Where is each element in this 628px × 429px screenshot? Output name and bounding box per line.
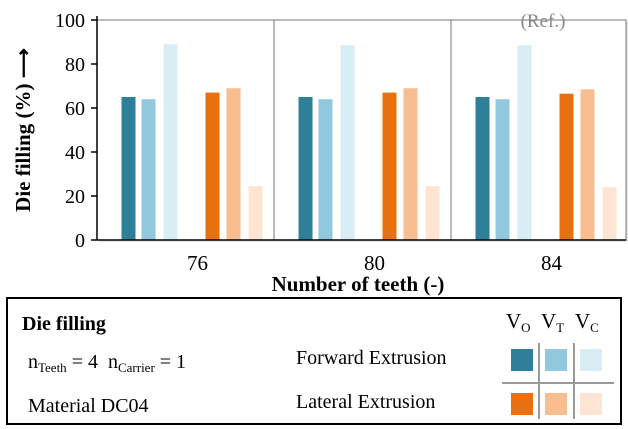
n-carrier-value: = 1 xyxy=(154,351,187,373)
plot-area xyxy=(96,19,627,241)
bar-lat_VT-76 xyxy=(226,88,241,240)
legend-title: Die filling xyxy=(22,313,106,335)
swatch-forward-vc xyxy=(580,349,602,371)
chart-bars xyxy=(121,44,617,241)
legend: Die filling nTeeth = 4 nCarrier = 1 Mate… xyxy=(6,297,622,425)
legend-col-vt: VT xyxy=(541,309,564,336)
y-tick-label: 40 xyxy=(65,142,85,164)
y-axis-label: Die filling (%) ⟶ xyxy=(11,48,35,212)
bar-fwd_VO-80 xyxy=(298,97,313,240)
bar-lat_VO-76 xyxy=(205,92,220,240)
x-tick-label: 76 xyxy=(187,251,208,275)
vc-subscript: C xyxy=(590,320,599,335)
swatch-lateral-vt xyxy=(545,393,567,415)
bar-fwd_VC-76 xyxy=(163,44,178,241)
x-tick-label: 80 xyxy=(364,251,385,275)
bar-fwd_VT-76 xyxy=(141,99,156,240)
y-tick-label: 60 xyxy=(65,98,85,120)
swatch-forward-vo xyxy=(511,349,533,371)
x-tick-label: 84 xyxy=(541,251,563,275)
bar-lat_VC-84 xyxy=(602,187,617,240)
legend-forward-label: Forward Extrusion xyxy=(296,347,447,369)
legend-lateral-label: Lateral Extrusion xyxy=(296,391,436,413)
bar-fwd_VO-84 xyxy=(475,97,490,240)
y-tick-label: 80 xyxy=(65,54,85,76)
n-teeth-subscript: Teeth xyxy=(38,360,67,375)
legend-divider-h xyxy=(502,382,614,384)
bar-lat_VO-80 xyxy=(382,92,397,240)
legend-col-vc: VC xyxy=(575,309,599,336)
bar-lat_VC-76 xyxy=(248,186,263,240)
vo-letter: V xyxy=(506,309,522,333)
vt-subscript: T xyxy=(556,320,565,335)
n-teeth-symbol: n xyxy=(28,351,38,373)
legend-material: Material DC04 xyxy=(28,395,149,417)
bar-chart: 0 20 40 60 80 100 76 80 84 Die filling (%) ⟶ Num… xyxy=(11,10,628,296)
bar-lat_VT-80 xyxy=(403,88,418,240)
bar-fwd_VO-76 xyxy=(121,97,136,240)
y-tick-label: 100 xyxy=(55,10,85,32)
bar-lat_VO-84 xyxy=(559,93,574,240)
swatch-forward-vt xyxy=(545,349,567,371)
bar-fwd_VT-80 xyxy=(318,99,333,240)
y-tick-label: 20 xyxy=(65,186,85,208)
bar-fwd_VT-84 xyxy=(495,99,510,240)
vt-letter: V xyxy=(541,309,557,333)
n-carrier-subscript: Carrier xyxy=(117,360,155,375)
legend-divider-v1 xyxy=(538,343,540,419)
legend-parameters: nTeeth = 4 nCarrier = 1 xyxy=(28,351,186,376)
vc-letter: V xyxy=(575,309,591,333)
y-tick-label: 0 xyxy=(75,230,85,252)
n-carrier-symbol: n xyxy=(107,351,118,373)
n-teeth-value: = 4 xyxy=(66,351,98,373)
x-axis-label: Number of teeth (-) xyxy=(272,272,445,296)
legend-col-vo: VO xyxy=(506,309,531,336)
chart-axes: 0 20 40 60 80 100 76 80 84 xyxy=(55,10,626,275)
bar-fwd_VC-80 xyxy=(340,45,355,240)
chart-grid xyxy=(96,19,628,242)
bar-lat_VT-84 xyxy=(580,89,595,240)
bar-fwd_VC-84 xyxy=(517,45,532,240)
vo-subscript: O xyxy=(521,320,531,335)
swatch-lateral-vc xyxy=(580,393,602,415)
reference-label: (Ref.) xyxy=(521,11,566,32)
legend-divider-v2 xyxy=(573,343,575,419)
swatch-lateral-vo xyxy=(511,393,533,415)
bar-lat_VC-80 xyxy=(425,186,440,240)
